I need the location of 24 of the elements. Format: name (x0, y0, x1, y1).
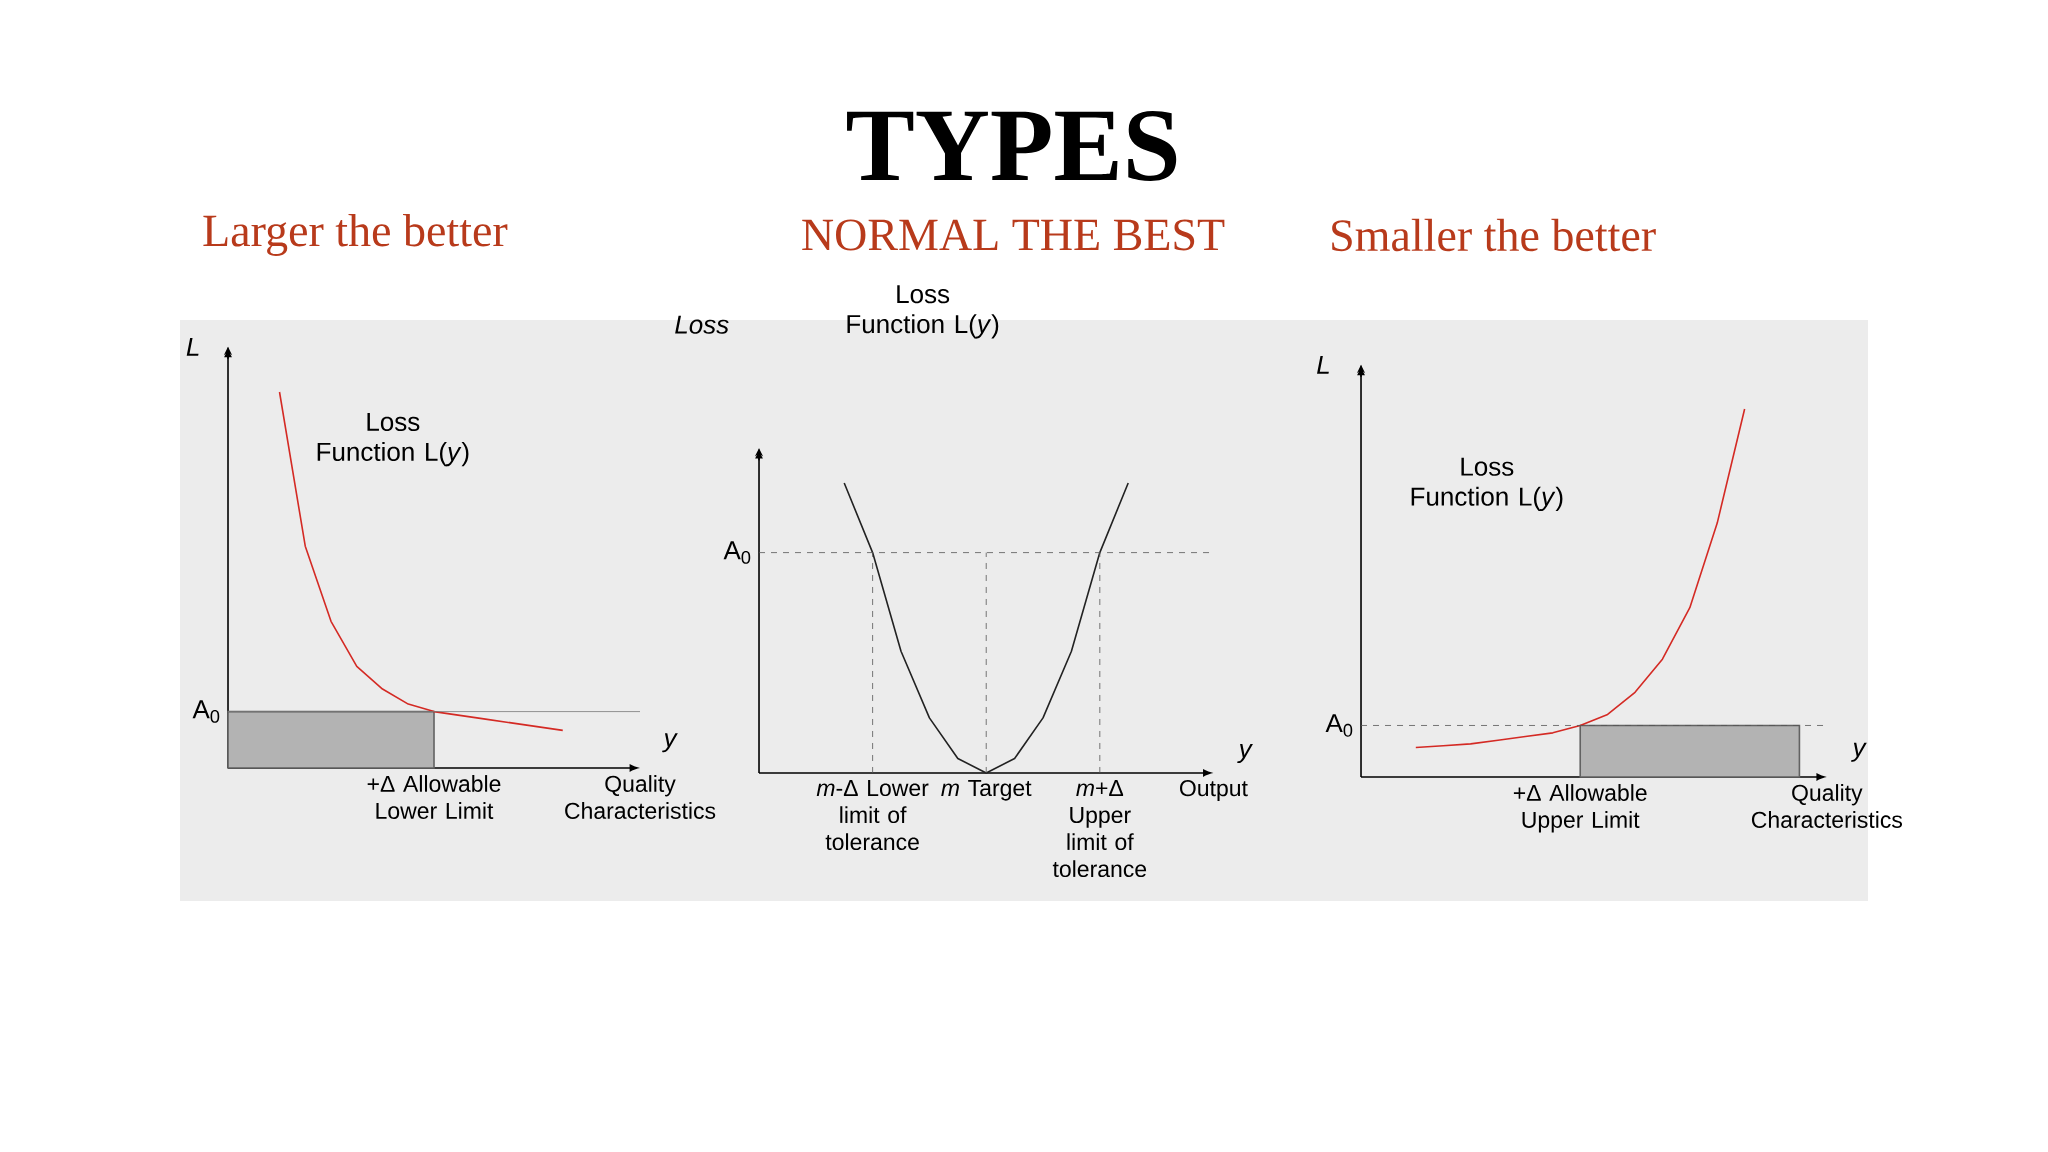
annotation: Loss Function L(y) (1411, 457, 1563, 511)
text: Loss Function L(y) (847, 285, 999, 339)
text: TYPES (847, 111, 1177, 181)
x-tick-label: m+Δ Upper limit of tolerance (1052, 780, 1147, 878)
chart-title: Larger the better (203, 214, 508, 256)
x-tick-label: Quality Characteristics (565, 775, 716, 819)
x-tick-label: +Δ Allowable Lower Limit (367, 775, 501, 819)
ref-line-label: A$_{0}$ (1325, 714, 1353, 737)
chart-title: NORMAL THE BEST (802, 219, 1225, 251)
y-axis-title: L (186, 337, 199, 356)
x-tick-label: Output (1179, 780, 1248, 801)
x-tick-label: m Target (941, 780, 1032, 801)
x-axis-title: y (1851, 742, 1867, 762)
x-axis-title: y (1237, 743, 1253, 764)
y-axis-title: Loss (675, 315, 729, 334)
chart-title: Smaller the better (1332, 218, 1656, 252)
x-tick-label: Quality Characteristics (1751, 784, 1903, 828)
ref-line-label: A$_{0}$ (192, 700, 220, 723)
x-tick-label: +Δ Allowable Upper Limit (1513, 784, 1647, 833)
ref-line-label: A$_{0}$ (723, 541, 751, 564)
x-axis-title: y (662, 733, 678, 753)
y-axis-title: L (1317, 355, 1329, 374)
annotation: Loss Function L(y) (317, 412, 469, 467)
x-tick-label: m-Δ Lower limit of tolerance (816, 780, 929, 851)
